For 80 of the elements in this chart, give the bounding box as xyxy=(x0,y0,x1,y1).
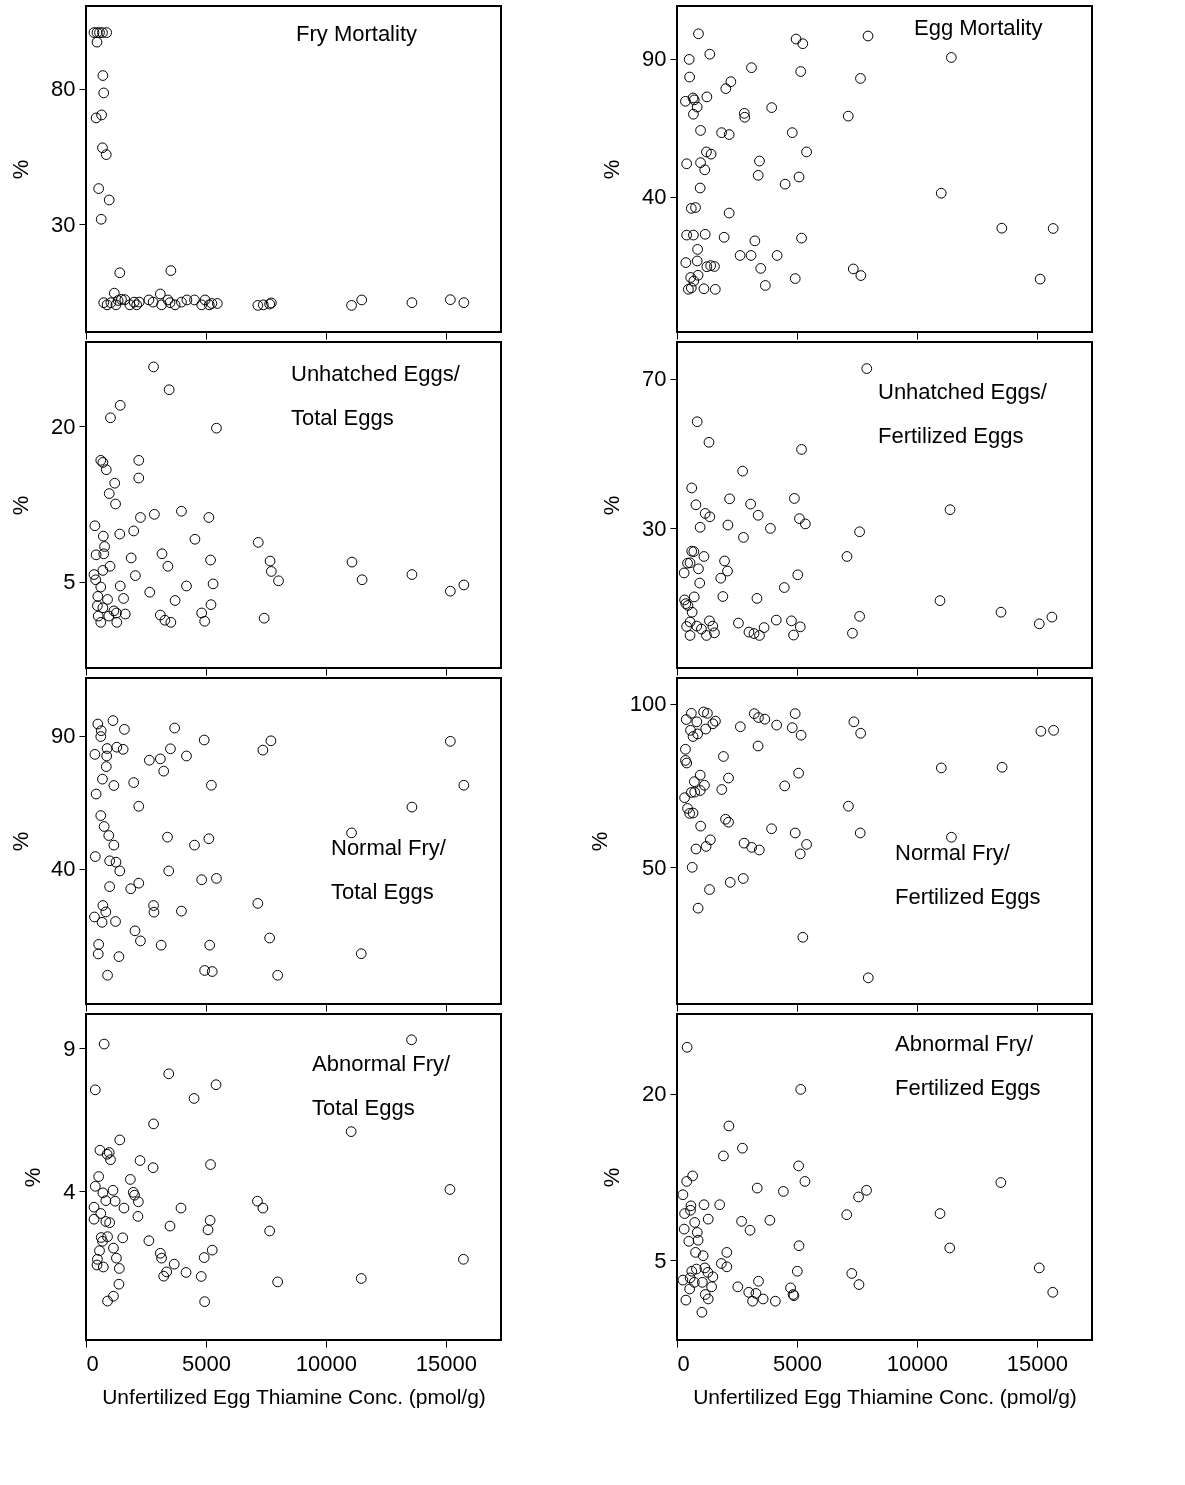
point xyxy=(156,299,167,311)
point xyxy=(458,297,470,309)
point xyxy=(211,298,223,309)
y-tick-label: 20 xyxy=(642,1081,667,1107)
point xyxy=(96,109,107,121)
y-axis-title: % xyxy=(20,1167,46,1188)
point xyxy=(257,299,269,311)
text: Abnormal Fry/ Fertilized Eggs xyxy=(895,1031,1041,1100)
x-tick-label: 10000 xyxy=(886,1350,948,1376)
x-axis-title: Unfertilized Egg Thiamine Conc. (pmol/g) xyxy=(102,1384,486,1408)
text: Unhatched Eggs/ Fertilized Eggs xyxy=(878,379,1048,448)
x-tick-label: 15000 xyxy=(1006,1350,1068,1376)
point xyxy=(97,70,109,81)
point xyxy=(181,294,193,306)
y-tick-label: 70 xyxy=(642,366,667,392)
y-axis-title: % xyxy=(586,831,612,852)
point xyxy=(105,297,117,309)
point xyxy=(169,299,181,311)
point xyxy=(196,299,208,311)
point xyxy=(346,300,357,311)
point xyxy=(110,299,122,311)
y-axis-title: % xyxy=(8,831,34,852)
y-tick-label: 5 xyxy=(654,1247,667,1273)
point xyxy=(147,296,159,308)
y-tick-label: 9 xyxy=(63,1035,76,1061)
y-tick-label: 90 xyxy=(51,723,76,749)
y-tick-label: 40 xyxy=(642,184,667,210)
point xyxy=(116,294,127,305)
point xyxy=(165,265,177,276)
y-tick-label: 40 xyxy=(51,856,76,882)
text: Abnormal Fry/ Total Eggs xyxy=(312,1051,452,1120)
point xyxy=(91,36,103,48)
text: Fry Mortality xyxy=(296,21,417,46)
point xyxy=(189,294,200,306)
y-tick-label: 4 xyxy=(63,1178,76,1204)
point xyxy=(103,194,115,206)
point xyxy=(114,267,126,279)
point xyxy=(143,294,155,306)
point xyxy=(444,294,456,306)
x-tick-label: 5000 xyxy=(772,1350,822,1376)
x-tick-label: 10000 xyxy=(295,1350,357,1376)
point xyxy=(176,296,187,308)
point xyxy=(124,299,136,311)
y-tick-label: 20 xyxy=(51,413,76,439)
x-tick-label: 5000 xyxy=(181,1350,231,1376)
y-tick-label: 30 xyxy=(642,515,667,541)
point xyxy=(406,297,418,309)
point xyxy=(98,87,110,99)
point xyxy=(101,27,113,38)
point xyxy=(252,300,264,311)
point xyxy=(95,213,107,225)
x-tick-label: 0 xyxy=(86,1350,99,1376)
y-tick-label: 30 xyxy=(51,211,76,237)
y-tick-label: 90 xyxy=(642,46,667,72)
y-tick-label: 5 xyxy=(63,569,76,595)
y-axis-title: % xyxy=(8,159,34,180)
y-tick-label: 50 xyxy=(642,854,667,880)
chart-title: Egg Mortality xyxy=(914,15,1043,40)
y-axis-title: % xyxy=(599,495,625,516)
text: Normal Fry/ Total Eggs xyxy=(331,835,447,904)
x-axis-title: Unfertilized Egg Thiamine Conc. (pmol/g) xyxy=(693,1384,1077,1408)
x-tick-label: 15000 xyxy=(415,1350,477,1376)
y-axis-title: % xyxy=(599,159,625,180)
point xyxy=(154,288,166,300)
point xyxy=(199,294,211,306)
point xyxy=(119,294,131,306)
y-axis-title: % xyxy=(8,495,34,516)
y-tick-label: 80 xyxy=(51,76,76,102)
x-tick-label: 0 xyxy=(677,1350,690,1376)
point xyxy=(90,112,102,124)
text: Unhatched Eggs/ Total Eggs xyxy=(291,361,461,430)
y-axis-title: % xyxy=(599,1167,625,1188)
y-tick-label: 100 xyxy=(629,691,667,717)
text: Normal Fry/ Fertilized Eggs xyxy=(895,840,1041,909)
point xyxy=(356,294,368,306)
point xyxy=(93,183,105,194)
point xyxy=(108,287,120,299)
point xyxy=(100,149,112,160)
point xyxy=(112,295,124,306)
point xyxy=(97,142,108,154)
